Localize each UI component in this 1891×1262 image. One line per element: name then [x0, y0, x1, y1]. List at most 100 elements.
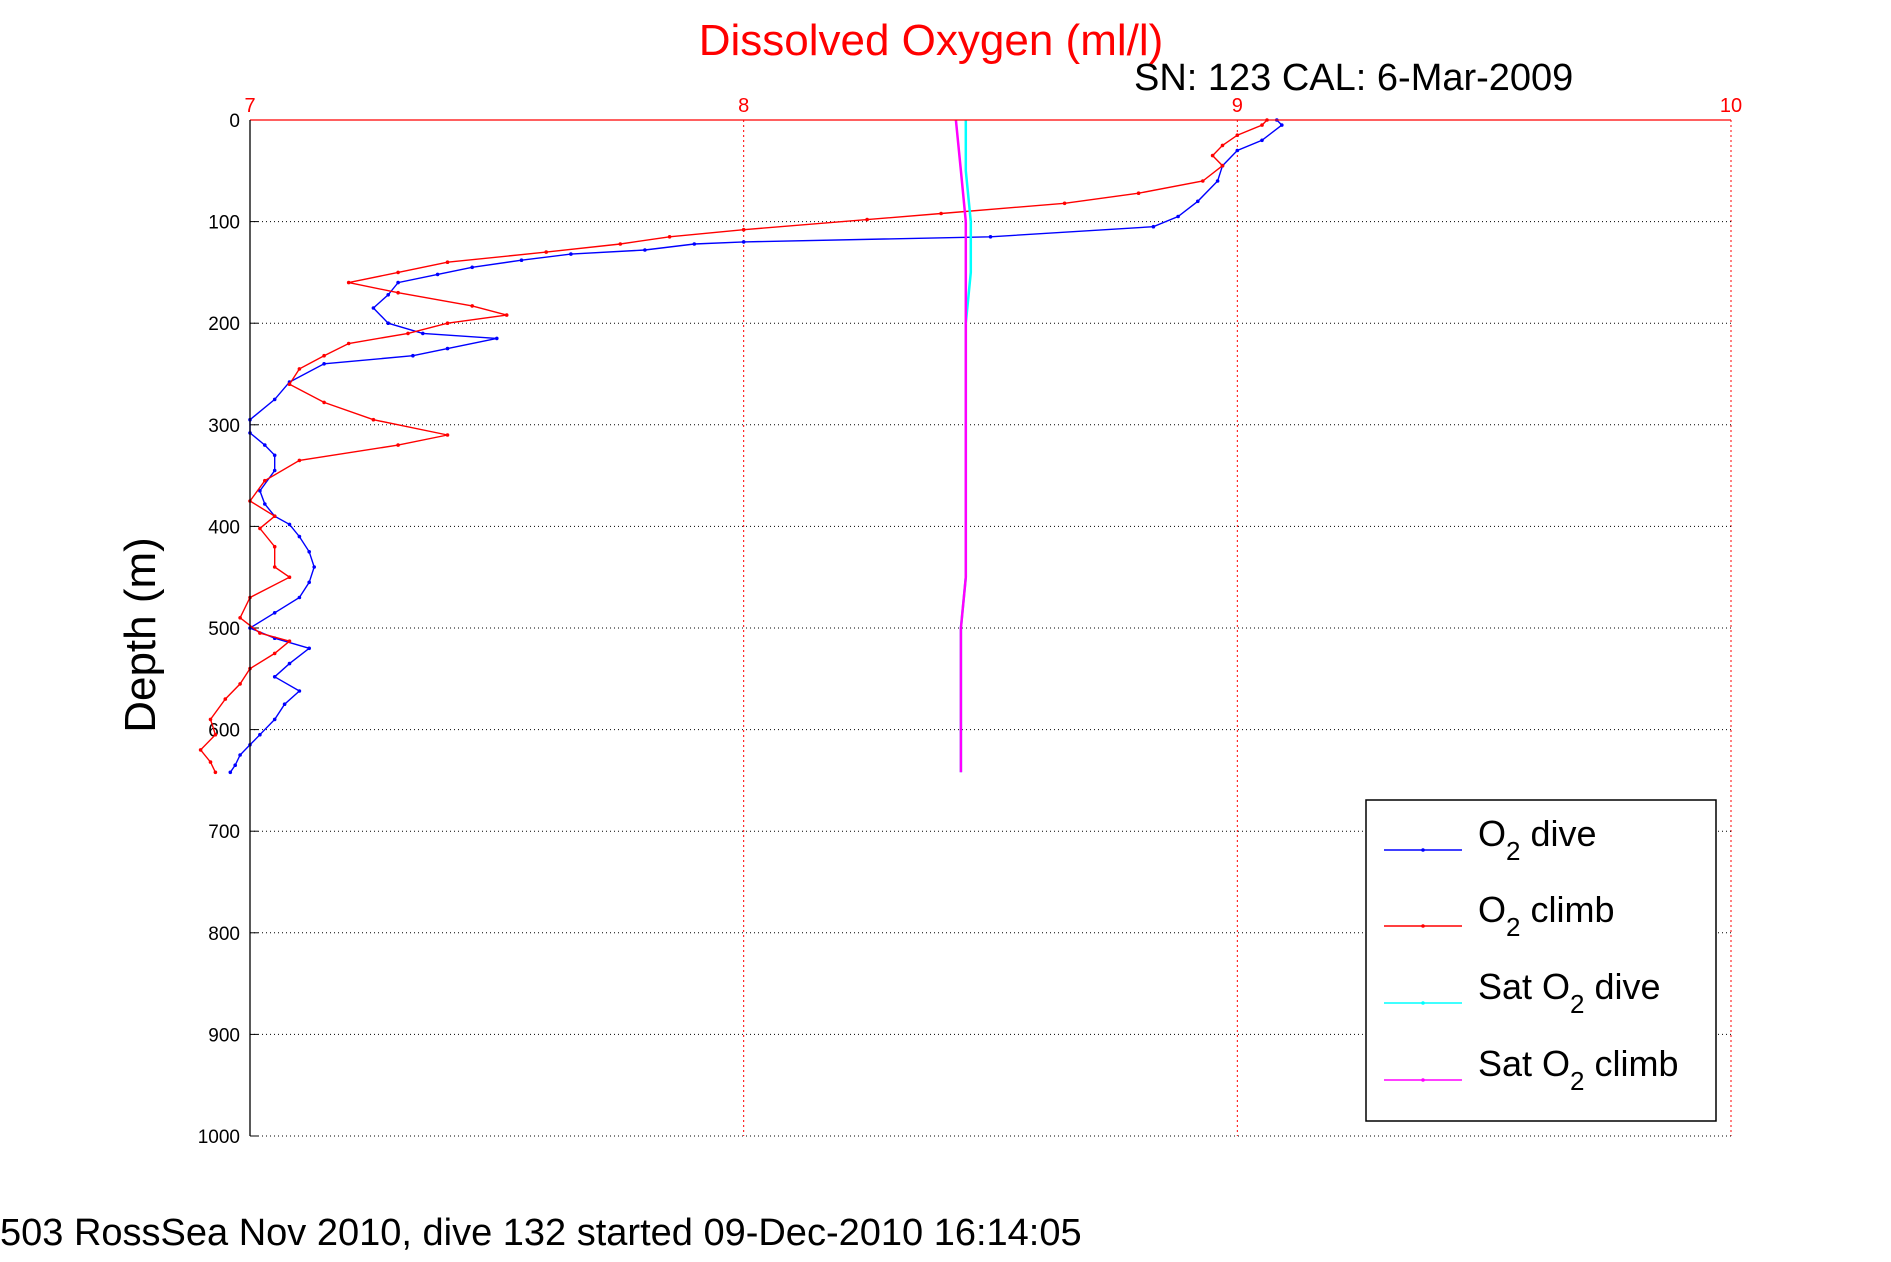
- data-point: [519, 258, 524, 263]
- data-point: [1062, 201, 1067, 206]
- data-point: [272, 611, 277, 615]
- data-point: [272, 651, 277, 656]
- legend-entry: Sat O2 climb: [1384, 1043, 1679, 1096]
- data-point: [396, 280, 400, 285]
- legend-items: O2 dive O2 climb Sat O2 dive Sat O2 climb: [1384, 813, 1679, 1096]
- footer-caption: 503 RossSea Nov 2010, dive 132 started 0…: [0, 1212, 1082, 1254]
- data-point: [297, 689, 302, 693]
- y-tick-label: 1000: [198, 1127, 240, 1148]
- x-tick-label: 10: [1720, 95, 1742, 117]
- data-point: [421, 331, 425, 336]
- data-point: [272, 397, 277, 402]
- legend-entry: O2 climb: [1384, 889, 1615, 942]
- data-point: [238, 753, 242, 757]
- data-point: [287, 575, 292, 579]
- data-point: [307, 646, 312, 651]
- legend-marker: [1421, 848, 1425, 852]
- data-point: [208, 717, 213, 722]
- data-point: [396, 290, 400, 295]
- series-3: [954, 119, 968, 773]
- data-point: [258, 732, 262, 737]
- legend-entry: O2 dive: [1384, 813, 1597, 866]
- data-point: [692, 242, 697, 246]
- legend-label: Sat O2 climb: [1478, 1043, 1679, 1096]
- y-tick-label: 700: [208, 822, 240, 843]
- data-point: [495, 336, 499, 341]
- data-point: [988, 235, 993, 239]
- y-axis-label: Depth (m): [116, 537, 165, 733]
- legend-marker: [1421, 1078, 1425, 1082]
- data-point: [435, 272, 440, 277]
- data-point: [297, 367, 302, 371]
- data-point: [1280, 123, 1284, 127]
- data-point: [667, 235, 672, 239]
- data-point: [865, 217, 869, 222]
- y-tick-label: 500: [208, 619, 240, 640]
- data-point: [312, 565, 317, 569]
- data-point: [307, 550, 312, 554]
- y-tick-label: 400: [208, 517, 240, 538]
- data-point: [1176, 214, 1180, 219]
- data-point: [939, 211, 943, 216]
- data-point: [618, 242, 623, 246]
- x-tick-label: 8: [738, 95, 749, 117]
- legend-label: Sat O2 dive: [1478, 966, 1661, 1019]
- x-tick-label: 7: [244, 95, 255, 117]
- data-point: [263, 443, 267, 447]
- data-point: [213, 770, 218, 775]
- legend-marker: [1421, 1001, 1425, 1005]
- data-point: [1235, 133, 1240, 137]
- data-point: [1215, 179, 1220, 183]
- data-point: [213, 732, 218, 737]
- data-point: [258, 489, 262, 493]
- data-point: [504, 313, 509, 317]
- data-point: [1151, 224, 1156, 229]
- data-point: [287, 661, 292, 666]
- data-point: [470, 265, 475, 270]
- data-point: [238, 682, 242, 686]
- data-point: [569, 252, 573, 256]
- legend-label: O2 climb: [1478, 889, 1615, 942]
- data-point: [297, 458, 302, 463]
- data-point: [322, 353, 326, 358]
- data-point: [445, 321, 450, 326]
- data-point: [198, 748, 203, 752]
- data-point: [346, 341, 351, 346]
- data-point: [322, 400, 326, 405]
- data-point: [1196, 199, 1200, 204]
- data-point: [371, 306, 376, 310]
- y-tick-label: 100: [208, 213, 240, 234]
- data-point: [544, 250, 548, 254]
- data-point: [297, 534, 302, 539]
- data-point: [258, 631, 262, 635]
- legend: O2 dive O2 climb Sat O2 dive Sat O2 climb: [1365, 799, 1717, 1122]
- data-point: [282, 702, 287, 706]
- y-tick-label: 800: [208, 924, 240, 945]
- data-point: [386, 321, 391, 326]
- data-point: [445, 260, 450, 265]
- legend-box: [1365, 799, 1717, 1122]
- y-tick-label: 200: [208, 314, 240, 335]
- data-point: [406, 331, 410, 336]
- data-point: [287, 522, 292, 527]
- y-tick-label: 600: [208, 721, 240, 742]
- data-point: [223, 697, 228, 701]
- series-line: [229, 119, 1283, 773]
- data-point: [1220, 143, 1225, 148]
- data-point: [741, 227, 746, 232]
- data-point: [263, 478, 267, 483]
- data-point: [643, 248, 647, 252]
- x-axis-ticks: 7 8 9 10: [244, 95, 1742, 117]
- y-tick-label: 0: [229, 111, 240, 132]
- data-point: [258, 526, 262, 531]
- data-point: [396, 443, 400, 447]
- data-point: [272, 468, 277, 473]
- data-point: [371, 417, 376, 422]
- data-point: [208, 760, 213, 764]
- data-point: [287, 382, 292, 387]
- legend-entry: Sat O2 dive: [1384, 966, 1661, 1019]
- series-0: [228, 118, 1284, 775]
- series-layer: [198, 118, 1284, 775]
- data-point: [307, 580, 312, 585]
